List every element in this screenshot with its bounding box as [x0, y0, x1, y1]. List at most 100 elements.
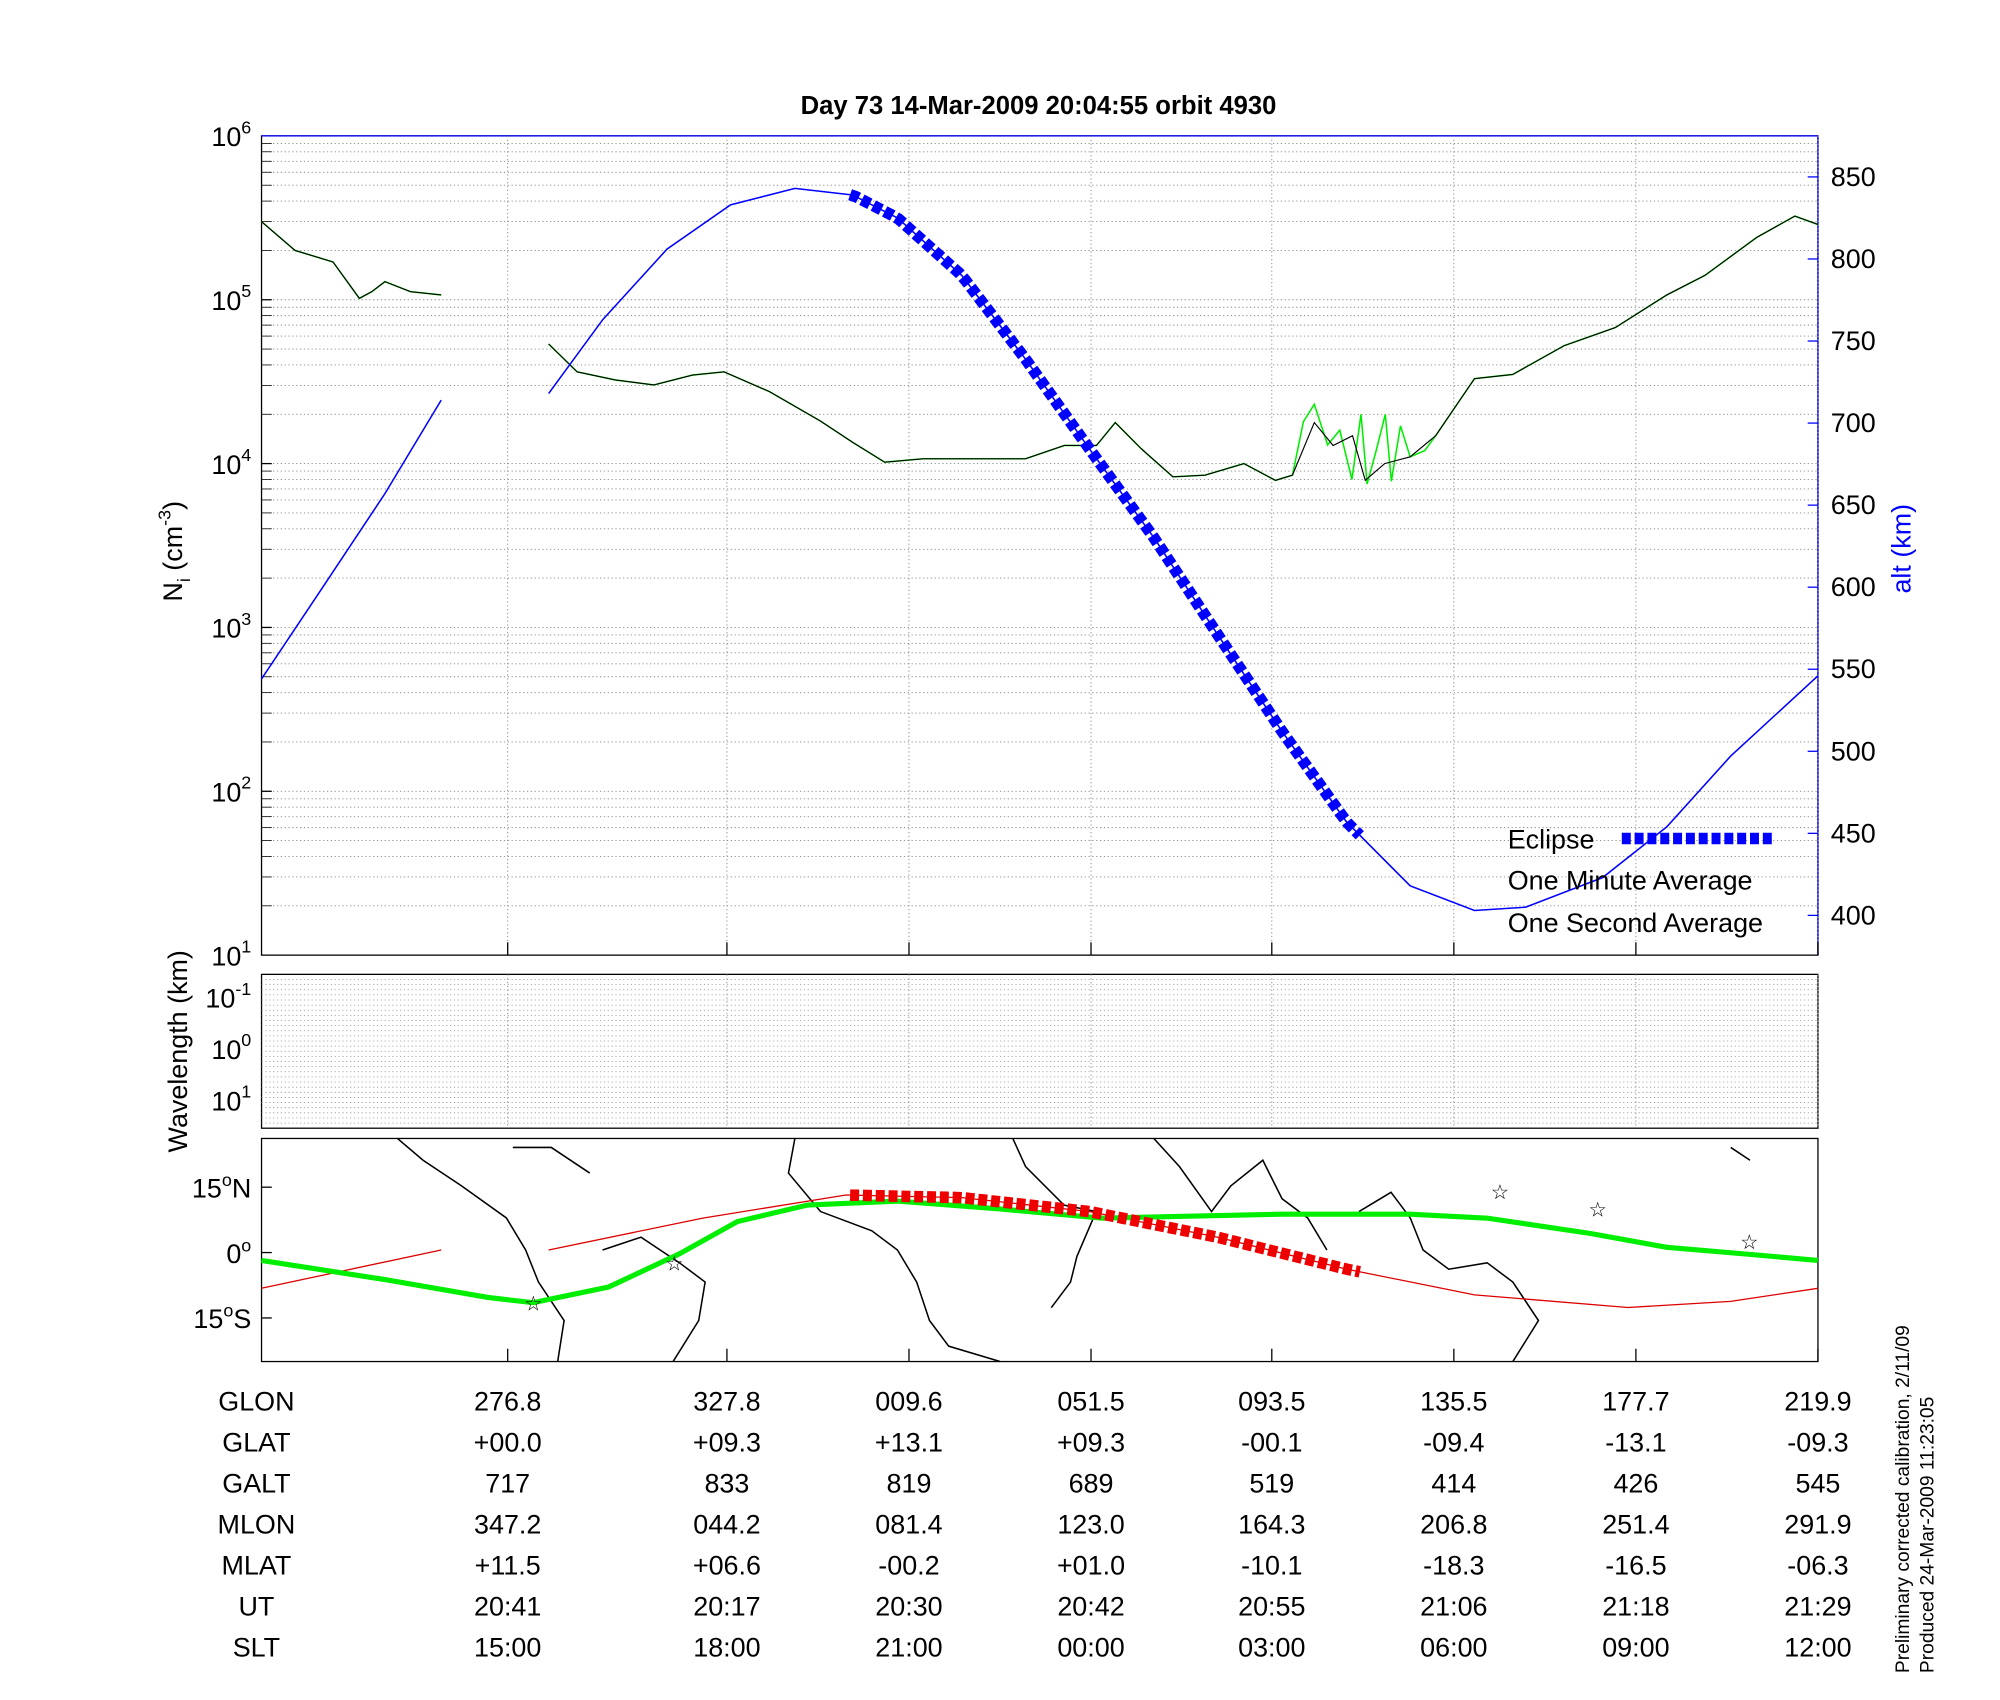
- table-cell: 819: [887, 1468, 932, 1498]
- density-panel: 101 102 103 104 105 106 400 450 500 550 600 650 700…: [155, 117, 1917, 971]
- orbit-track: [548, 1194, 1819, 1309]
- alt-tick-label: 750: [1831, 326, 1876, 356]
- table-cell: -09.3: [1787, 1427, 1848, 1457]
- footer: Preliminary corrected calibration, 2/11/…: [1893, 1325, 1938, 1673]
- table-cell: -16.5: [1605, 1550, 1666, 1580]
- row-label-mlat: MLAT: [222, 1550, 292, 1580]
- alt-tick-label: 600: [1831, 572, 1876, 602]
- legend-second: One Second Average: [1508, 908, 1763, 938]
- star-icon: ☆: [1491, 1181, 1509, 1204]
- alt-tick-label: 550: [1831, 654, 1876, 684]
- table-cell: -09.4: [1423, 1427, 1484, 1457]
- series-one-minute-average: [548, 215, 1819, 482]
- coastlines: [396, 1137, 1751, 1363]
- table-cell: 20:17: [693, 1591, 760, 1621]
- star-icon: ☆: [665, 1253, 683, 1276]
- alt-ylabel: alt (km): [1886, 504, 1916, 594]
- table-cell: 123.0: [1057, 1509, 1124, 1539]
- star-icon: ☆: [1588, 1199, 1606, 1222]
- table-cell: 135.5: [1420, 1386, 1487, 1416]
- row-label-galt: GALT: [222, 1468, 290, 1498]
- row-label-glon: GLON: [218, 1386, 294, 1416]
- table-cell: +09.3: [1057, 1427, 1125, 1457]
- table-cell: 21:06: [1420, 1591, 1487, 1621]
- alt-tick-label: 500: [1831, 736, 1876, 766]
- map-ytick-label: 0o: [226, 1235, 251, 1269]
- table-cell: 15:00: [474, 1632, 541, 1662]
- table-cell: -00.2: [878, 1550, 939, 1580]
- table-cell: 21:18: [1602, 1591, 1669, 1621]
- table-cell: 00:00: [1057, 1632, 1124, 1662]
- table-cell: 18:00: [693, 1632, 760, 1662]
- produced-note: Produced 24-Mar-2009 11:23:05: [1917, 1397, 1938, 1673]
- table-cell: 20:55: [1238, 1591, 1305, 1621]
- table-cell: 177.7: [1602, 1386, 1669, 1416]
- calibration-note: Preliminary corrected calibration, 2/11/…: [1893, 1325, 1914, 1673]
- table-cell: 20:42: [1057, 1591, 1124, 1621]
- table-cell: 044.2: [693, 1509, 760, 1539]
- alt-tick-label: 700: [1831, 408, 1876, 438]
- series-alt: [260, 399, 442, 680]
- table-cell: 251.4: [1602, 1509, 1669, 1539]
- table-cell: 519: [1249, 1468, 1294, 1498]
- eclipse-marker: [848, 189, 1364, 840]
- table-cell: 347.2: [474, 1509, 541, 1539]
- map-panel: ☆ ☆ ☆ ☆ ☆ 15oN 0o 15oS: [192, 1137, 1819, 1363]
- table-cell: 291.9: [1784, 1509, 1851, 1539]
- table-cell: 164.3: [1238, 1509, 1305, 1539]
- density-ytick-label: 102: [211, 773, 251, 808]
- series-one-second-average: [548, 215, 1819, 485]
- table-cell: 414: [1431, 1468, 1476, 1498]
- table-cell: 009.6: [875, 1386, 942, 1416]
- table-cell: 09:00: [1602, 1632, 1669, 1662]
- row-label-glat: GLAT: [222, 1427, 290, 1457]
- table-cell: 21:00: [875, 1632, 942, 1662]
- star-icon: ☆: [524, 1292, 542, 1315]
- table-cell: +11.5: [475, 1550, 541, 1580]
- alt-tick-label: 800: [1831, 244, 1876, 274]
- table-cell: 426: [1613, 1468, 1658, 1498]
- wavelength-ytick-label: 101: [211, 1081, 251, 1116]
- star-icon: ☆: [1740, 1231, 1758, 1254]
- alt-tick-label: 850: [1831, 162, 1876, 192]
- table-cell: -10.1: [1241, 1550, 1302, 1580]
- row-label-mlon: MLON: [218, 1509, 296, 1539]
- table-cell: 03:00: [1238, 1632, 1305, 1662]
- density-ylabel: Ni (cm-3): [155, 501, 194, 602]
- table-cell: -18.3: [1423, 1550, 1484, 1580]
- density-ytick-label: 101: [211, 937, 251, 972]
- table-cell: 276.8: [474, 1386, 541, 1416]
- row-label-ut: UT: [238, 1591, 274, 1621]
- table-cell: -00.1: [1241, 1427, 1302, 1457]
- magnetic-equator-track: [261, 1198, 1819, 1306]
- table-cell: 06:00: [1420, 1632, 1487, 1662]
- table-cell: 206.8: [1420, 1509, 1487, 1539]
- alt-tick-label: 450: [1831, 818, 1876, 848]
- table-cell: 833: [704, 1468, 749, 1498]
- table-cell: 081.4: [875, 1509, 942, 1539]
- table-cell: 689: [1069, 1468, 1114, 1498]
- table-cell: 717: [485, 1468, 530, 1498]
- chart-title: Day 73 14-Mar-2009 20:04:55 orbit 4930: [801, 92, 1277, 120]
- map-axes-frame: [260, 1137, 1819, 1363]
- table-cell: 20:41: [474, 1591, 541, 1621]
- table-cell: 545: [1795, 1468, 1840, 1498]
- series-one-minute-average: [261, 221, 442, 300]
- table-cell: +13.1: [875, 1427, 943, 1457]
- map-ytick-label: 15oN: [192, 1170, 251, 1204]
- density-ytick-label: 106: [211, 117, 251, 152]
- table-cell: -13.1: [1605, 1427, 1666, 1457]
- table-cell: 12:00: [1784, 1632, 1851, 1662]
- map-ytick-label: 15oS: [193, 1301, 251, 1335]
- wavelength-ylabel: Wavelength (km): [163, 950, 193, 1152]
- alt-tick-label: 400: [1831, 900, 1876, 930]
- density-ytick-label: 105: [211, 281, 251, 316]
- table-cell: +00.0: [474, 1427, 542, 1457]
- wavelength-panel: 10-1 100 101 Wavelength (km): [163, 950, 1819, 1152]
- wavelength-ytick-label: 100: [211, 1030, 251, 1065]
- wavelength-axes-frame: [260, 973, 1819, 1129]
- table-cell: 093.5: [1238, 1386, 1305, 1416]
- table-cell: 219.9: [1784, 1386, 1851, 1416]
- legend: Eclipse One Minute Average One Second Av…: [1508, 825, 1772, 938]
